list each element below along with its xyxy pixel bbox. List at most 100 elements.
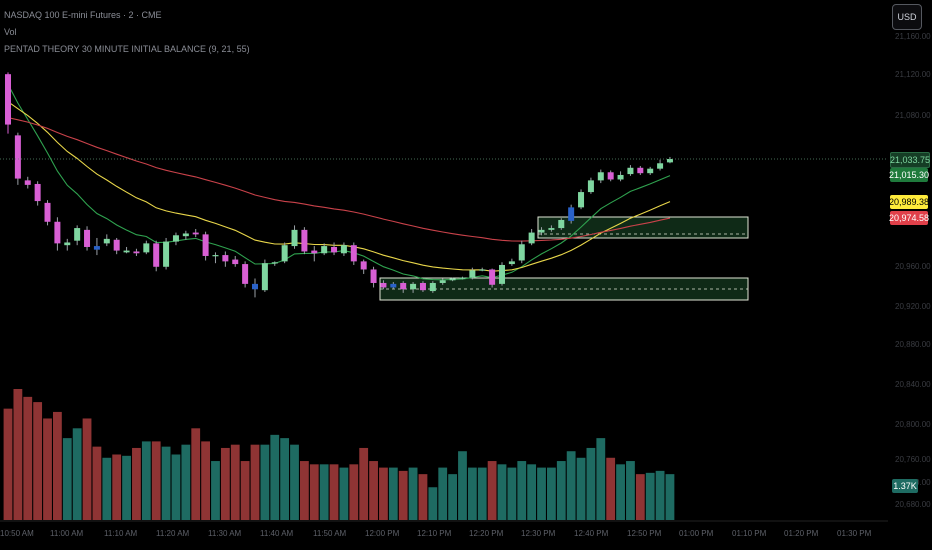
volume-bar <box>359 447 369 520</box>
volume-bar <box>556 461 566 520</box>
volume-bar <box>349 464 359 520</box>
symbol-legend[interactable]: NASDAQ 100 E-mini Futures · 2 · CME <box>4 10 162 20</box>
candle-body <box>331 246 338 253</box>
candle-body <box>558 219 565 229</box>
candle-body <box>143 243 150 253</box>
volume-bar <box>547 467 556 520</box>
ema-slow-line <box>7 117 671 242</box>
time-tick: 11:40 AM <box>260 529 294 538</box>
candle-body <box>291 229 298 247</box>
volume-bar <box>23 396 33 520</box>
volume-bar <box>369 461 378 520</box>
candle-body <box>499 264 505 284</box>
candle-body <box>666 159 673 163</box>
volume-bar <box>616 464 625 520</box>
volume-bar <box>112 454 122 520</box>
volume-bar <box>309 464 319 520</box>
time-tick: 11:30 AM <box>208 529 242 538</box>
time-tick: 12:40 PM <box>574 529 609 538</box>
ema-mid-label: 20,989.38 <box>888 195 930 209</box>
candle-body <box>232 259 239 265</box>
candle-body <box>489 269 496 285</box>
candle-body <box>390 283 397 288</box>
volume-bar <box>132 447 141 520</box>
volume-bar <box>151 441 161 520</box>
candle-body <box>123 250 130 253</box>
volume-bar <box>240 461 250 520</box>
candle-body <box>84 229 91 247</box>
time-tick: 12:50 PM <box>627 529 662 538</box>
volume-bar <box>161 446 171 520</box>
price-tick: 20,960.00 <box>895 262 931 271</box>
candle-body <box>419 282 426 291</box>
volume-bar <box>260 444 270 520</box>
time-tick: 12:00 PM <box>365 529 400 538</box>
volume-bar <box>290 444 299 520</box>
price-tick: 20,840.00 <box>895 380 931 389</box>
upper-balance-zone <box>537 216 749 239</box>
volume-bar <box>13 389 23 520</box>
volume-bar <box>418 474 428 520</box>
volume-bar <box>645 472 655 520</box>
volume-bar <box>537 467 546 520</box>
volume-bar <box>280 438 290 520</box>
candle-body <box>133 251 140 254</box>
candle-body <box>24 180 31 185</box>
volume-legend[interactable]: Vol <box>4 27 17 37</box>
volume-bar <box>300 461 309 520</box>
volume-bar <box>250 444 260 520</box>
candle-body <box>64 242 71 246</box>
volume-bar <box>398 470 408 520</box>
ema-fast-label: 21,015.30 <box>888 168 930 182</box>
time-tick: 01:00 PM <box>679 529 714 538</box>
candle-body <box>340 245 347 254</box>
candle-body <box>607 172 614 180</box>
candle-body <box>5 74 11 125</box>
candle-body <box>311 250 318 254</box>
volume-bar <box>92 446 102 520</box>
volume-bar <box>211 461 220 520</box>
volume-bar <box>655 470 665 520</box>
volume-bar <box>319 464 329 520</box>
volume-bar <box>626 461 635 520</box>
candle-body <box>301 229 308 252</box>
price-tick: 20,760.00 <box>895 455 931 464</box>
volume-bar <box>467 467 477 520</box>
volume-bar <box>576 457 586 520</box>
candle-body <box>469 270 476 278</box>
candle-body <box>578 192 585 208</box>
candle-body <box>627 167 634 175</box>
price-tick: 21,080.00 <box>895 111 931 120</box>
time-tick: 11:20 AM <box>156 529 190 538</box>
volume-bar <box>141 441 151 520</box>
volume-bar <box>33 402 43 520</box>
volume-bar <box>507 467 517 520</box>
volume-bar <box>53 411 62 520</box>
volume-bar <box>230 444 240 520</box>
candle-body <box>360 261 367 270</box>
price-tick: 20,880.00 <box>895 340 931 349</box>
candle-body <box>508 261 515 265</box>
candle-body <box>400 282 407 290</box>
candle-body <box>34 183 41 202</box>
time-tick: 01:10 PM <box>732 529 767 538</box>
ema-fast-line <box>7 84 671 281</box>
candle-body <box>252 283 258 290</box>
candle-body <box>74 228 81 241</box>
candle-body <box>370 269 377 283</box>
indicator-legend[interactable]: PENTAD THEORY 30 MINUTE INITIAL BALANCE … <box>4 44 250 54</box>
candle-body <box>568 207 575 221</box>
candle-body <box>44 202 51 222</box>
price-tick: 20,680.00 <box>895 500 931 509</box>
volume-label: 1.37K <box>892 479 918 493</box>
ema-mid-line <box>7 101 671 272</box>
time-tick: 11:10 AM <box>104 529 138 538</box>
volume-bar <box>527 464 537 520</box>
ema-slow-label: 20,974.58 <box>888 211 930 225</box>
candle-body <box>617 174 624 180</box>
volume-bar <box>43 418 52 520</box>
volume-bar <box>122 455 131 520</box>
currency-button[interactable]: USD <box>892 4 922 30</box>
volume-bar <box>171 454 181 520</box>
